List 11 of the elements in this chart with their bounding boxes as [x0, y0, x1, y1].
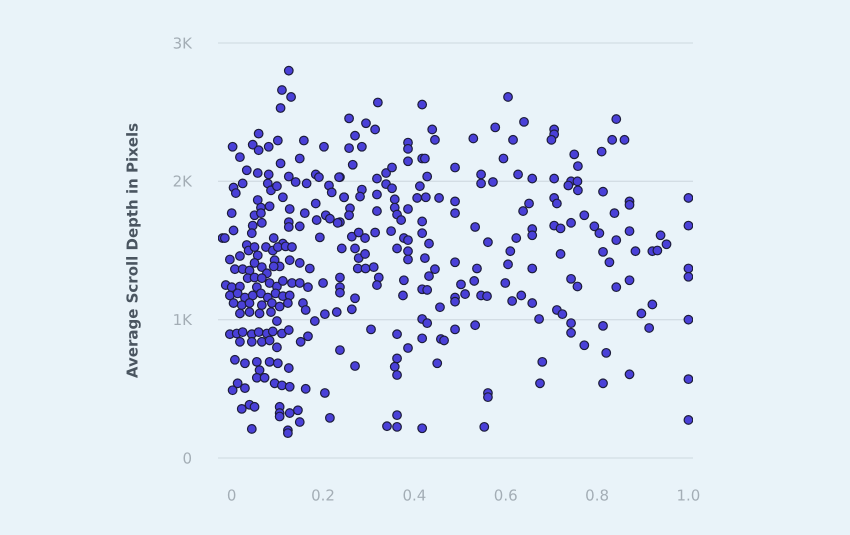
x-tick-label: 0.2: [311, 486, 335, 505]
x-tick-label: 0.4: [402, 486, 426, 505]
y-tick-label: 3K: [172, 34, 194, 52]
x-tick-label: 1.0: [676, 486, 700, 505]
y-tick-label: 2K: [172, 172, 194, 191]
y-tick-label: 0: [182, 449, 192, 468]
x-tick-label: 0.6: [494, 486, 518, 505]
y-axis-title: Average Scroll Depth in Pixels: [123, 122, 142, 378]
x-tick-label: 0.8: [585, 486, 610, 505]
y-tick-label: 1K: [172, 310, 194, 329]
x-tick-label: 0: [226, 486, 236, 505]
